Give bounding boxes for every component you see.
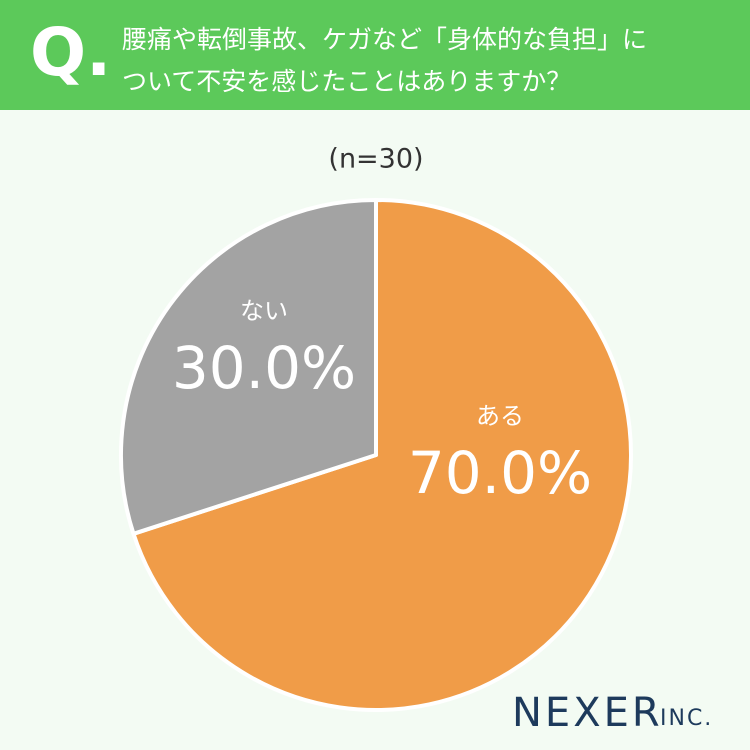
title-line: 腰痛や転倒事故、ケガなど「身体的な負担」に xyxy=(122,25,648,54)
brand: NEXER xyxy=(512,690,663,736)
pie-slice xyxy=(131,198,633,712)
slice-value-label: 70.0% xyxy=(408,439,592,507)
slice-value-label: 30.0% xyxy=(172,334,356,402)
subtitle: (n=30) xyxy=(328,144,423,175)
header: Q. 腰痛や転倒事故、ケガなど「身体的な負担」に ついて不安を感じたことはありま… xyxy=(0,0,750,110)
question-mark: Q. xyxy=(30,14,112,91)
pie-slice xyxy=(119,198,378,536)
slice-category: ある xyxy=(476,402,524,430)
brand-suffix: INC. xyxy=(660,706,713,731)
slice-category: ない xyxy=(240,297,288,325)
title-line: ついて不安を感じたことはありますか？ xyxy=(122,67,572,96)
